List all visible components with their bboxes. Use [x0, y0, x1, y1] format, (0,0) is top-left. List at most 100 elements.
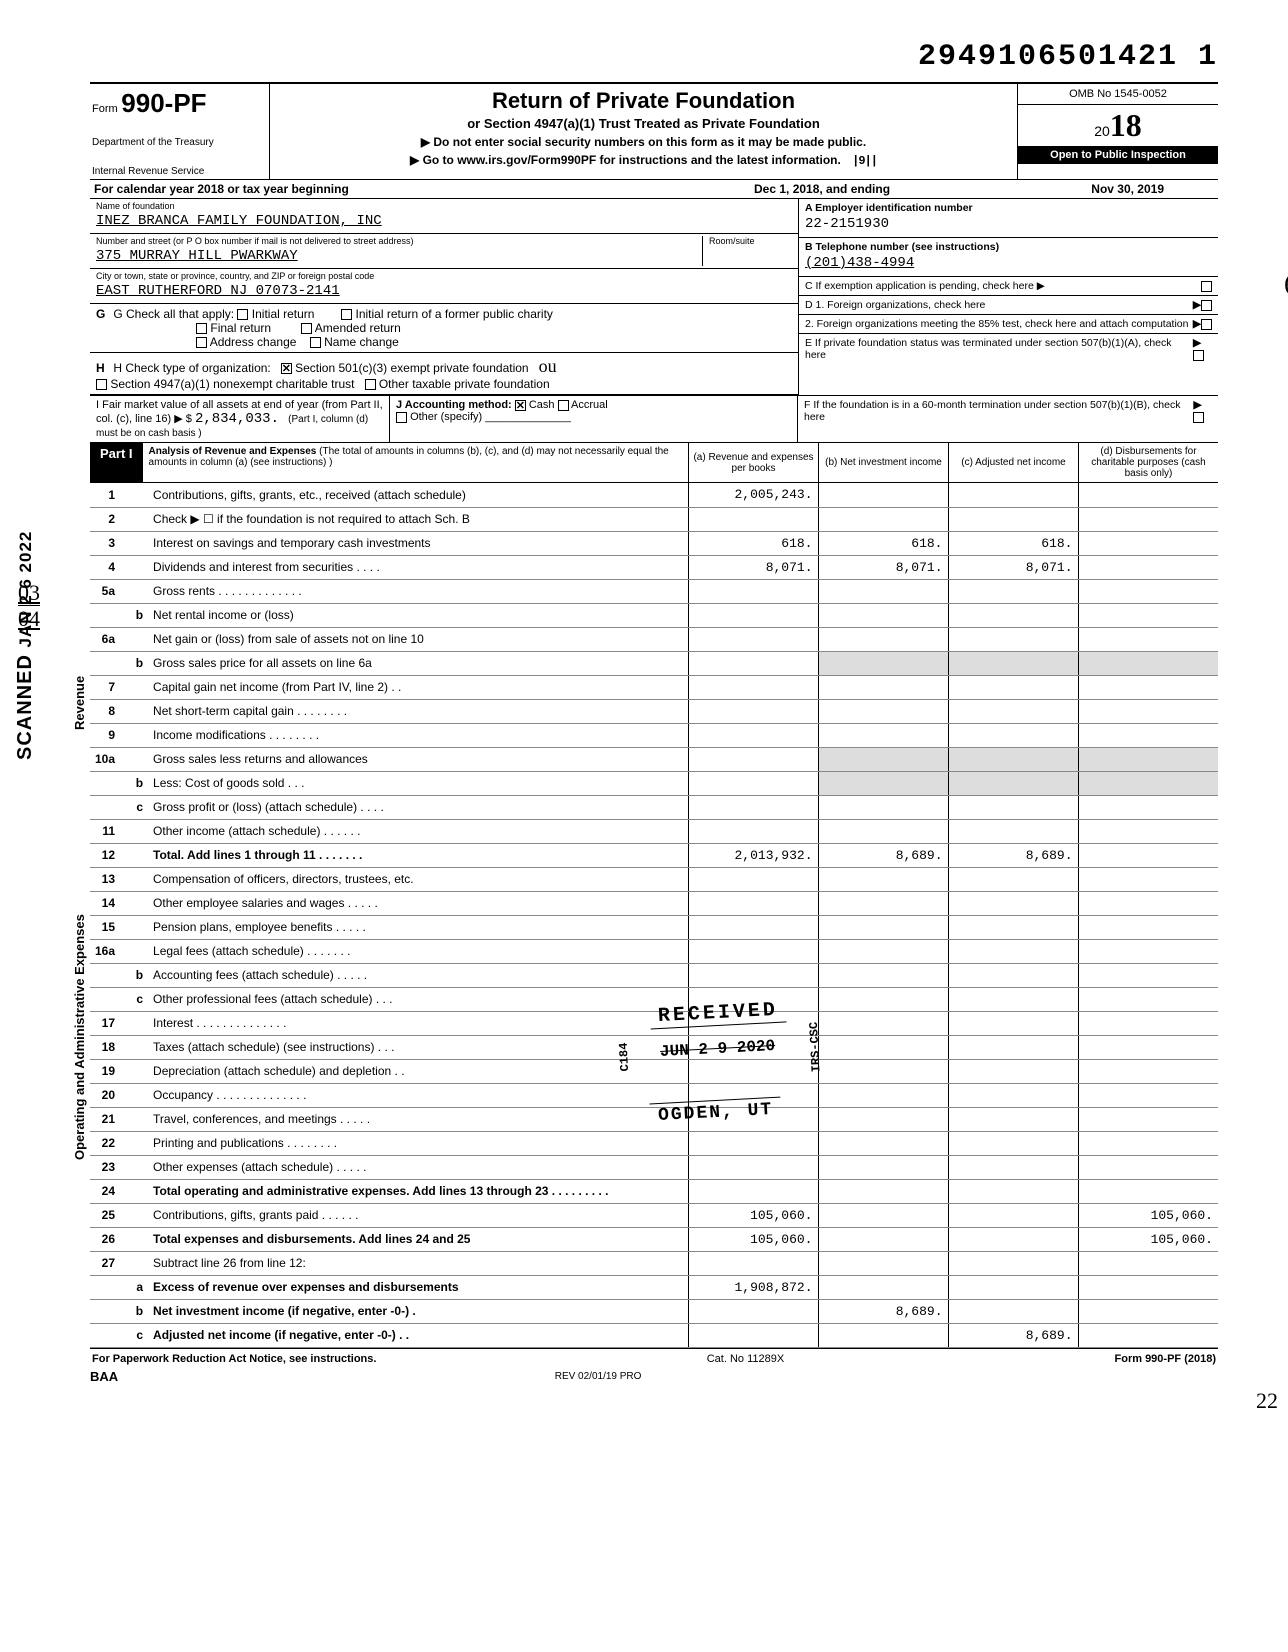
table-row: aExcess of revenue over expenses and dis… [90, 1275, 1218, 1299]
table-row: bNet investment income (if negative, ent… [90, 1299, 1218, 1323]
table-row: 12Total. Add lines 1 through 11 . . . . … [90, 843, 1218, 867]
hand-22: 22 [1256, 1388, 1278, 1414]
form-note-ssn: ▶ Do not enter social security numbers o… [278, 135, 1009, 149]
footer-mid: Cat. No 11289X [707, 1353, 784, 1365]
fmv-accounting-row: I Fair market value of all assets at end… [90, 396, 1218, 443]
section-i: I Fair market value of all assets at end… [90, 396, 390, 442]
foundation-name: INEZ BRANCA FAMILY FOUNDATION, INC [96, 211, 792, 231]
cb-name-change[interactable] [310, 337, 321, 348]
table-row: 11Other income (attach schedule) . . . .… [90, 819, 1218, 843]
baa: BAA [90, 1369, 118, 1384]
form-prefix: Form [92, 103, 118, 115]
part1-tag: Part I [90, 443, 143, 482]
table-row: 6aNet gain or (loss) from sale of assets… [90, 627, 1218, 651]
omb-number: OMB No 1545-0052 [1018, 84, 1218, 105]
table-row: 24Total operating and administrative exp… [90, 1179, 1218, 1203]
table-row: bLess: Cost of goods sold . . . [90, 771, 1218, 795]
form-subtitle: or Section 4947(a)(1) Trust Treated as P… [278, 116, 1009, 131]
cb-address-change[interactable] [196, 337, 207, 348]
table-row: 3Interest on savings and temporary cash … [90, 531, 1218, 555]
footer-right: Form 990-PF (2018) [1115, 1353, 1217, 1365]
d2-label: 2. Foreign organizations meeting the 85%… [805, 318, 1188, 330]
phone-label: B Telephone number (see instructions) [805, 241, 999, 253]
dept-irs: Internal Revenue Service [92, 166, 263, 177]
cb-d2[interactable] [1201, 319, 1212, 330]
table-row: 23Other expenses (attach schedule) . . .… [90, 1155, 1218, 1179]
cb-initial-return[interactable] [237, 309, 248, 320]
cb-accrual[interactable] [558, 400, 569, 411]
header-title-block: Return of Private Foundation or Section … [270, 84, 1018, 179]
table-row: 9Income modifications . . . . . . . . [90, 723, 1218, 747]
side-label-revenue: Revenue [72, 676, 87, 730]
cb-4947[interactable] [96, 379, 107, 390]
cal-prefix: For calendar year 2018 or tax year begin… [94, 182, 754, 196]
cb-f[interactable] [1193, 412, 1204, 423]
table-row: 16aLegal fees (attach schedule) . . . . … [90, 939, 1218, 963]
cal-begin: Dec 1, 2018, and ending [754, 182, 1014, 196]
section-h: H H Check type of organization: Section … [90, 353, 798, 395]
header-right: OMB No 1545-0052 2018 Open to Public Ins… [1018, 84, 1218, 179]
cb-e[interactable] [1193, 350, 1204, 361]
col-d-head: (d) Disbursements for charitable purpose… [1078, 443, 1218, 482]
cb-final-return[interactable] [196, 323, 207, 334]
table-row: 5aGross rents . . . . . . . . . . . . . [90, 579, 1218, 603]
section-f: F If the foundation is in a 60-month ter… [798, 396, 1218, 442]
table-row: bNet rental income or (loss) [90, 603, 1218, 627]
barcode-glyph: |9|| [852, 154, 877, 168]
table-row: 15Pension plans, employee benefits . . .… [90, 915, 1218, 939]
room-label: Room/suite [709, 236, 792, 246]
entity-block: Name of foundation INEZ BRANCA FAMILY FO… [90, 199, 1218, 396]
hand-initials: ou [539, 356, 557, 376]
table-row: 22Printing and publications . . . . . . … [90, 1131, 1218, 1155]
table-row: 26Total expenses and disbursements. Add … [90, 1227, 1218, 1251]
cb-501c3[interactable] [281, 363, 292, 374]
col-b-head: (b) Net investment income [818, 443, 948, 482]
phone-value: (201)438-4994 [805, 253, 999, 273]
table-row: 19Depreciation (attach schedule) and dep… [90, 1059, 1218, 1083]
table-row: 1Contributions, gifts, grants, etc., rec… [90, 483, 1218, 507]
ein-value: 22-2151930 [805, 214, 973, 234]
table-row: 27Subtract line 26 from line 12: [90, 1251, 1218, 1275]
public-inspection: Open to Public Inspection [1018, 146, 1218, 164]
street-address: 375 MURRAY HILL PWARKWAY [96, 246, 702, 266]
table-row: bGross sales price for all assets on lin… [90, 651, 1218, 675]
form-note-url: ▶ Go to www.irs.gov/Form990PF for instru… [278, 153, 1009, 168]
form-header: Form 990-PF Department of the Treasury I… [90, 82, 1218, 180]
c-label: C If exemption application is pending, c… [805, 280, 1045, 292]
d1-label: D 1. Foreign organizations, check here [805, 299, 985, 311]
table-row: 13Compensation of officers, directors, t… [90, 867, 1218, 891]
header-left: Form 990-PF Department of the Treasury I… [90, 84, 270, 179]
cb-c[interactable] [1201, 281, 1212, 292]
dept-treasury: Department of the Treasury [92, 137, 263, 148]
table-row: 10aGross sales less returns and allowanc… [90, 747, 1218, 771]
col-a-head: (a) Revenue and expenses per books [688, 443, 818, 482]
table-row: 2Check ▶ ☐ if the foundation is not requ… [90, 507, 1218, 531]
table-row: 14Other employee salaries and wages . . … [90, 891, 1218, 915]
name-label: Name of foundation [96, 201, 792, 211]
cb-cash[interactable] [515, 400, 526, 411]
table-row: 18Taxes (attach schedule) (see instructi… [90, 1035, 1218, 1059]
city-state-zip: EAST RUTHERFORD NJ 07073-2141 [96, 281, 792, 301]
section-g: G G Check all that apply: Initial return… [90, 304, 798, 353]
cb-other-taxable[interactable] [365, 379, 376, 390]
tax-year: 2018 [1018, 105, 1218, 146]
footer-left: For Paperwork Reduction Act Notice, see … [92, 1353, 376, 1365]
hand-6: 6 [1284, 270, 1288, 302]
side-label-expenses: Operating and Administrative Expenses [72, 914, 87, 1160]
table-row: 7Capital gain net income (from Part IV, … [90, 675, 1218, 699]
cb-initial-former[interactable] [341, 309, 352, 320]
stamp-irs-csc: IRS-CSC [807, 1021, 824, 1072]
ein-label: A Employer identification number [805, 202, 973, 214]
part1-header: Part I Analysis of Revenue and Expenses … [90, 443, 1218, 483]
cb-other-method[interactable] [396, 412, 407, 423]
cb-d1[interactable] [1201, 300, 1212, 311]
section-j: J Accounting method: Cash Accrual Other … [390, 396, 798, 442]
city-label: City or town, state or province, country… [96, 271, 792, 281]
fmv-value: 2,834,033. [195, 411, 279, 427]
cb-amended[interactable] [301, 323, 312, 334]
document-id: 2949106501421 1 [90, 40, 1218, 74]
part1-grid: 1Contributions, gifts, grants, etc., rec… [90, 483, 1218, 1348]
footer: For Paperwork Reduction Act Notice, see … [90, 1348, 1218, 1369]
table-row: bAccounting fees (attach schedule) . . .… [90, 963, 1218, 987]
table-row: cAdjusted net income (if negative, enter… [90, 1323, 1218, 1347]
